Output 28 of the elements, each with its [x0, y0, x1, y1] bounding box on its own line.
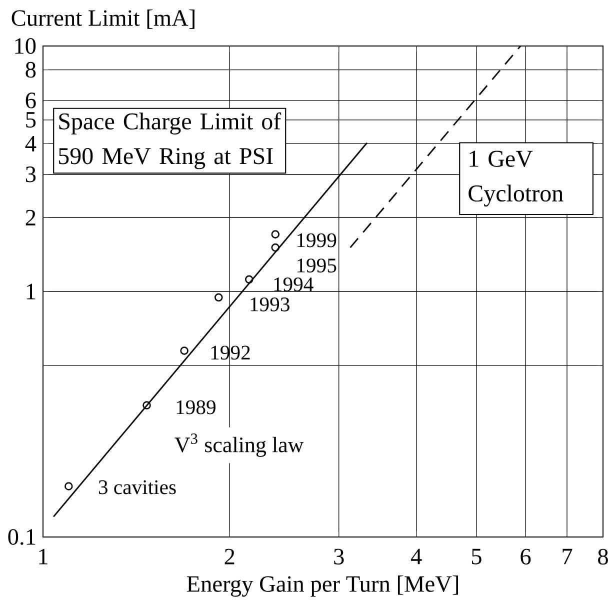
x-tick-label: 8 — [598, 548, 608, 565]
annotation: 1994 — [274, 277, 314, 292]
x-tick-label: 6 — [520, 548, 531, 565]
x-tick-label: 3 — [334, 548, 344, 565]
x-tick-label: 5 — [472, 548, 482, 564]
x-tick-label: 2 — [224, 548, 234, 564]
x-tick-label: 1 — [39, 548, 48, 564]
y-tick-label: 8 — [26, 62, 36, 78]
annotation: V$^{3}$ scaling law — [174, 434, 304, 457]
y-tick-label: 0.1 — [8, 529, 36, 545]
y-tick-label: 10 — [15, 38, 36, 54]
annotation: 3 cavities — [98, 480, 176, 494]
annotation: 1995 — [297, 258, 336, 273]
y-tick-label: 2 — [26, 210, 36, 226]
x-tick-label: 7 — [562, 548, 572, 564]
x-tick-label: 4 — [410, 548, 422, 564]
annotation: 1 GeV Cyclotron — [468, 150, 564, 207]
y-tick-label: 5 — [26, 112, 36, 128]
y-tick-label: 1 — [26, 284, 36, 300]
x-axis-title: Energy Gain per Turn [MeV] — [186, 576, 458, 597]
y-tick-label: 4 — [25, 136, 36, 152]
annotation: Space Charge Limit of 590 MeV Ring at PSI — [59, 112, 282, 170]
y-tick-label: 3 — [26, 166, 36, 182]
y-axis-title: Current Limit [mA] — [12, 10, 194, 29]
annotation: 1993 — [250, 297, 290, 312]
annotation: 1999 — [297, 233, 336, 248]
annotation: 1989 — [176, 400, 216, 414]
y-tick-label: 6 — [26, 92, 36, 108]
